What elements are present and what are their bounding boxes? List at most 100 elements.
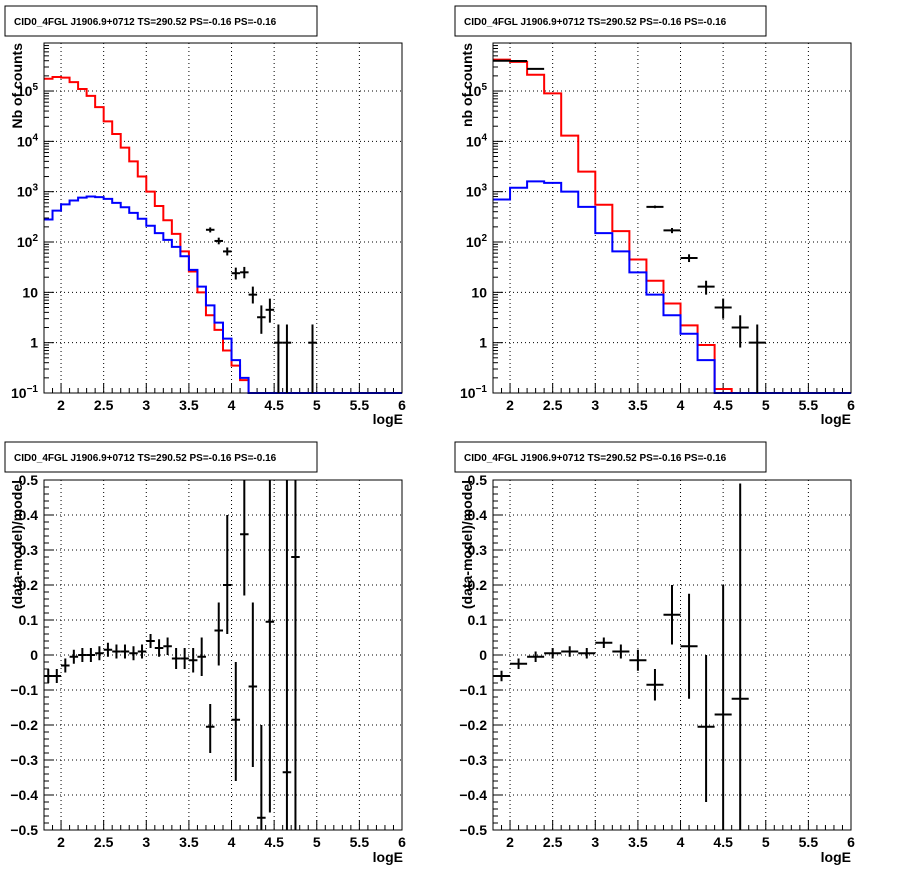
plot-frame xyxy=(43,42,403,394)
x-tick-label: 3.5 xyxy=(179,397,199,413)
y-tick-label: −0.4 xyxy=(10,787,38,803)
x-tick-label: 6 xyxy=(398,397,406,413)
series-line-blue xyxy=(493,180,851,394)
y-tick-label: −0.3 xyxy=(459,752,487,768)
y-tick-label: −0.2 xyxy=(459,717,487,733)
x-tick-label: 6 xyxy=(847,834,855,850)
y-tick-label: 103 xyxy=(466,183,488,200)
panel-title-box xyxy=(4,441,318,473)
y-tick-label: 0 xyxy=(479,647,487,663)
x-tick-label: 2 xyxy=(57,834,65,850)
y-tick-label: 0.3 xyxy=(468,542,488,558)
y-tick-label: 1 xyxy=(479,335,487,351)
y-tick-label: 102 xyxy=(466,233,488,250)
y-tick-label: 10−1 xyxy=(460,384,487,401)
y-tick-label: 104 xyxy=(466,132,488,149)
y-tick-label: 105 xyxy=(17,82,39,99)
x-tick-label: 3 xyxy=(142,834,150,850)
x-tick-label: 5 xyxy=(762,397,770,413)
y-tick-label: 103 xyxy=(17,183,39,200)
x-tick-label: 4 xyxy=(228,834,236,850)
x-tick-label: 6 xyxy=(398,834,406,850)
y-tick-label: 0.1 xyxy=(19,612,39,628)
y-tick-label: 10 xyxy=(471,284,487,300)
y-tick-label: 105 xyxy=(466,82,488,99)
y-axis-title: (data-model)/model xyxy=(9,480,25,609)
y-tick-label: 102 xyxy=(17,233,39,250)
panel-bottom-right: CID0_4FGL J1906.9+0712 TS=290.52 PS=-0.1… xyxy=(454,441,855,865)
y-tick-label: 1 xyxy=(30,335,38,351)
x-tick-label: 6 xyxy=(847,397,855,413)
y-tick-label: −0.4 xyxy=(459,787,487,803)
y-tick-label: 0.3 xyxy=(19,542,39,558)
x-tick-label: 2 xyxy=(506,834,514,850)
x-tick-label: 5 xyxy=(762,834,770,850)
y-tick-label: 10 xyxy=(22,284,38,300)
y-axis-title: (data-model)/model xyxy=(459,480,475,609)
x-tick-label: 5 xyxy=(313,397,321,413)
panel-title-box xyxy=(4,5,318,37)
x-axis-title: logE xyxy=(373,849,403,865)
x-tick-label: 5.5 xyxy=(350,834,370,850)
panel-title: CID0_4FGL J1906.9+0712 TS=290.52 PS=-0.1… xyxy=(464,453,727,464)
x-tick-label: 3.5 xyxy=(628,834,648,850)
plot-frame xyxy=(492,479,852,831)
y-tick-label: 0.5 xyxy=(468,472,488,488)
y-tick-label: −0.1 xyxy=(459,682,487,698)
x-tick-label: 3 xyxy=(142,397,150,413)
x-tick-label: 5.5 xyxy=(799,834,819,850)
y-tick-label: −0.1 xyxy=(10,682,38,698)
y-tick-label: 10−1 xyxy=(11,384,38,401)
x-tick-label: 5.5 xyxy=(799,397,819,413)
y-tick-label: −0.5 xyxy=(459,822,487,838)
x-tick-label: 5 xyxy=(313,834,321,850)
x-tick-label: 2.5 xyxy=(94,834,114,850)
panel-top-left: CID0_4FGL J1906.9+0712 TS=290.52 PS=-0.1… xyxy=(4,5,406,427)
y-tick-label: 0 xyxy=(30,647,38,663)
y-tick-label: 0.5 xyxy=(19,472,39,488)
x-tick-label: 2.5 xyxy=(543,397,563,413)
panel-title-box xyxy=(454,5,767,37)
x-tick-label: 4.5 xyxy=(264,834,284,850)
x-tick-label: 2.5 xyxy=(543,834,563,850)
y-tick-label: 0.4 xyxy=(468,507,488,523)
panel-title-box xyxy=(454,441,767,473)
plot-frame xyxy=(492,42,852,394)
y-tick-label: −0.5 xyxy=(10,822,38,838)
x-tick-label: 3.5 xyxy=(179,834,199,850)
x-tick-label: 4 xyxy=(677,834,685,850)
panel-top-right: CID0_4FGL J1906.9+0712 TS=290.52 PS=-0.1… xyxy=(454,5,855,427)
x-tick-label: 4.5 xyxy=(713,397,733,413)
panel-title: CID0_4FGL J1906.9+0712 TS=290.52 PS=-0.1… xyxy=(14,17,277,28)
series-line-red xyxy=(44,75,402,394)
y-tick-label: 0.1 xyxy=(468,612,488,628)
x-tick-label: 2.5 xyxy=(94,397,114,413)
x-axis-title: logE xyxy=(821,849,851,865)
panel-title: CID0_4FGL J1906.9+0712 TS=290.52 PS=-0.1… xyxy=(14,453,277,464)
x-tick-label: 2 xyxy=(57,397,65,413)
x-tick-label: 4 xyxy=(228,397,236,413)
x-tick-label: 2 xyxy=(506,397,514,413)
y-tick-label: −0.2 xyxy=(10,717,38,733)
plot-frame xyxy=(43,479,403,831)
x-axis-title: logE xyxy=(821,411,851,427)
x-axis-title: logE xyxy=(373,411,403,427)
x-tick-label: 4.5 xyxy=(264,397,284,413)
x-tick-label: 3 xyxy=(591,834,599,850)
x-tick-label: 4.5 xyxy=(713,834,733,850)
x-tick-label: 4 xyxy=(677,397,685,413)
y-tick-label: −0.3 xyxy=(10,752,38,768)
y-tick-label: 0.2 xyxy=(19,577,39,593)
panel-bottom-left: CID0_4FGL J1906.9+0712 TS=290.52 PS=-0.1… xyxy=(4,441,406,865)
x-tick-label: 3 xyxy=(591,397,599,413)
x-tick-label: 3.5 xyxy=(628,397,648,413)
y-tick-label: 0.4 xyxy=(19,507,39,523)
panel-title: CID0_4FGL J1906.9+0712 TS=290.52 PS=-0.1… xyxy=(464,17,727,28)
y-tick-label: 0.2 xyxy=(468,577,488,593)
y-tick-label: 104 xyxy=(17,132,39,149)
x-tick-label: 5.5 xyxy=(350,397,370,413)
y-axis-title: nb of counts xyxy=(459,43,475,127)
series-line-blue xyxy=(44,195,402,394)
y-axis-title: Nb of counts xyxy=(9,43,25,129)
